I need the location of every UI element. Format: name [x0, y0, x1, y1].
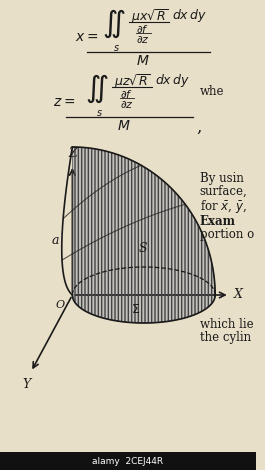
Text: Y: Y — [22, 378, 30, 391]
Text: $dx\,dy$: $dx\,dy$ — [155, 72, 190, 89]
Text: ,: , — [196, 119, 201, 136]
Text: which lie: which lie — [200, 318, 253, 331]
Text: $\partial f$: $\partial f$ — [136, 23, 149, 35]
Text: $M$: $M$ — [117, 119, 130, 133]
Text: $\partial f$: $\partial f$ — [120, 88, 133, 100]
Text: for $\bar{x}$, $\bar{y}$,: for $\bar{x}$, $\bar{y}$, — [200, 198, 246, 215]
Bar — [0, 452, 256, 470]
Text: Exam: Exam — [200, 215, 236, 228]
Text: the cylin: the cylin — [200, 331, 251, 344]
Text: $x =$: $x =$ — [75, 30, 99, 44]
Text: $\iint$: $\iint$ — [85, 73, 108, 105]
Text: By usin: By usin — [200, 172, 244, 185]
Text: portion o: portion o — [200, 228, 254, 241]
Polygon shape — [72, 147, 215, 323]
Text: $\partial z$: $\partial z$ — [120, 99, 133, 110]
Text: $s$: $s$ — [113, 43, 120, 53]
Text: $z =$: $z =$ — [53, 95, 75, 109]
Text: $M$: $M$ — [136, 54, 150, 68]
Text: $\mu x \sqrt{R}$: $\mu x \sqrt{R}$ — [131, 7, 169, 26]
Text: $\iint$: $\iint$ — [102, 8, 126, 40]
Text: a: a — [51, 234, 59, 246]
Text: Z: Z — [68, 147, 77, 160]
Text: S: S — [139, 242, 147, 254]
Text: whe: whe — [200, 85, 224, 98]
Text: $\mu z \sqrt{R}$: $\mu z \sqrt{R}$ — [114, 72, 150, 91]
Text: surface,: surface, — [200, 185, 248, 198]
Text: $dx\,dy$: $dx\,dy$ — [172, 7, 207, 24]
Text: O: O — [56, 300, 65, 310]
Text: $\partial z$: $\partial z$ — [136, 34, 150, 45]
Text: $\Sigma$: $\Sigma$ — [131, 303, 141, 316]
Text: alamy  2CEJ44R: alamy 2CEJ44R — [92, 456, 163, 465]
Text: X: X — [233, 289, 242, 301]
Text: $s$: $s$ — [96, 108, 103, 118]
